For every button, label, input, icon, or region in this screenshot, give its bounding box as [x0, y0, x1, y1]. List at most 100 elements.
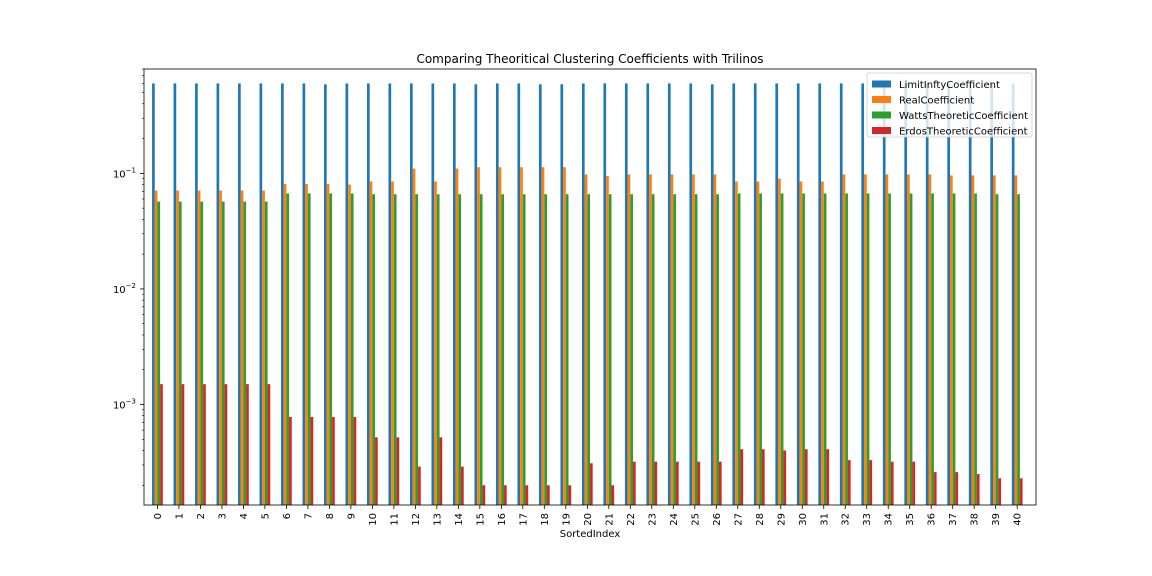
bar [1014, 175, 1018, 505]
x-tick-label: 38 [970, 513, 981, 526]
x-tick-label: 25 [690, 513, 701, 526]
bar [737, 193, 741, 505]
bar [732, 83, 736, 505]
x-tick-label: 23 [647, 513, 658, 526]
x-tick-label: 10 [368, 513, 379, 526]
bar [587, 194, 590, 505]
bar [675, 461, 679, 505]
bar [418, 466, 421, 505]
x-tick-label: 9 [346, 513, 357, 519]
bar [998, 478, 1002, 505]
x-tick-label: 20 [583, 513, 594, 526]
bar [538, 84, 542, 505]
x-tick-label: 34 [884, 513, 895, 526]
bar [842, 174, 846, 505]
x-tick-label: 7 [303, 513, 314, 519]
bar [947, 83, 951, 505]
bar [219, 190, 222, 505]
bar [372, 194, 376, 505]
plot-frame [143, 68, 1037, 506]
bar [203, 384, 206, 505]
bar [890, 461, 894, 505]
bar [474, 84, 478, 505]
bar [697, 461, 701, 505]
bar [1017, 194, 1020, 505]
bar [504, 485, 507, 505]
x-tick-label: 31 [819, 513, 830, 526]
bar [654, 461, 658, 505]
bar [995, 194, 999, 505]
bar [310, 416, 314, 505]
bar [541, 167, 545, 506]
bar [455, 168, 459, 505]
bar [928, 174, 932, 505]
bar [581, 83, 585, 505]
bar [286, 193, 290, 505]
x-tick-label: 26 [712, 513, 723, 526]
x-tick-label: 28 [755, 513, 766, 526]
bar [409, 83, 413, 505]
bar [778, 178, 781, 505]
bar [974, 193, 977, 505]
bar [329, 193, 333, 505]
x-tick-label: 37 [948, 513, 959, 526]
bar [412, 168, 416, 505]
x-tick-label: 0 [153, 513, 164, 519]
bar [353, 416, 357, 505]
x-tick-label: 4 [239, 513, 250, 519]
x-tick-label: 16 [497, 513, 508, 526]
x-tick-label: 6 [282, 513, 293, 519]
legend-label: ErdosTheoreticCoefficient [899, 127, 1028, 138]
bar [804, 449, 808, 505]
bar [802, 193, 805, 505]
legend-swatch [872, 127, 891, 134]
bar [495, 83, 499, 505]
bar [436, 194, 440, 505]
bar [565, 194, 569, 505]
bar [197, 190, 201, 505]
x-axis: 0 1 2 3 4 5 6 7 8 9 10 11 12 13 14 15 16 17 18 19 20 21 22 23 24… [153, 505, 1024, 526]
bar [477, 167, 480, 506]
bar [431, 83, 435, 505]
bar [968, 83, 972, 505]
bar [160, 384, 163, 505]
x-tick-label: 33 [862, 513, 873, 526]
bar [670, 174, 674, 505]
bar [646, 83, 650, 505]
bar [563, 167, 566, 506]
bar [624, 83, 628, 505]
bar [783, 450, 787, 505]
bar [1011, 83, 1015, 505]
bar [238, 83, 241, 505]
bar [753, 83, 757, 505]
x-tick-label: 8 [325, 513, 336, 519]
y-axis: 10−1 10−2 10−3 [113, 68, 144, 486]
x-tick-label: 5 [260, 513, 271, 519]
bar [885, 174, 889, 505]
bar [649, 174, 652, 505]
bar [267, 384, 271, 505]
bar [221, 201, 225, 505]
bar [796, 83, 800, 505]
bar [590, 463, 593, 505]
bar [324, 84, 327, 505]
bar [195, 83, 198, 505]
bar [305, 183, 308, 505]
bar [847, 460, 851, 505]
bar [888, 193, 891, 505]
bar [520, 167, 523, 506]
bar [603, 83, 607, 505]
bar [630, 194, 633, 505]
bar [608, 194, 612, 505]
bar [525, 485, 529, 505]
x-tick-label: 22 [626, 513, 637, 526]
x-tick-label: 32 [841, 513, 852, 526]
legend-label: LimitInftyCoefficient [899, 80, 1000, 91]
bar [627, 174, 631, 505]
bar [350, 193, 354, 505]
bar [452, 83, 456, 505]
bar [818, 83, 822, 505]
x-tick-label: 1 [174, 513, 185, 519]
bar [369, 181, 373, 505]
bar [756, 181, 760, 505]
